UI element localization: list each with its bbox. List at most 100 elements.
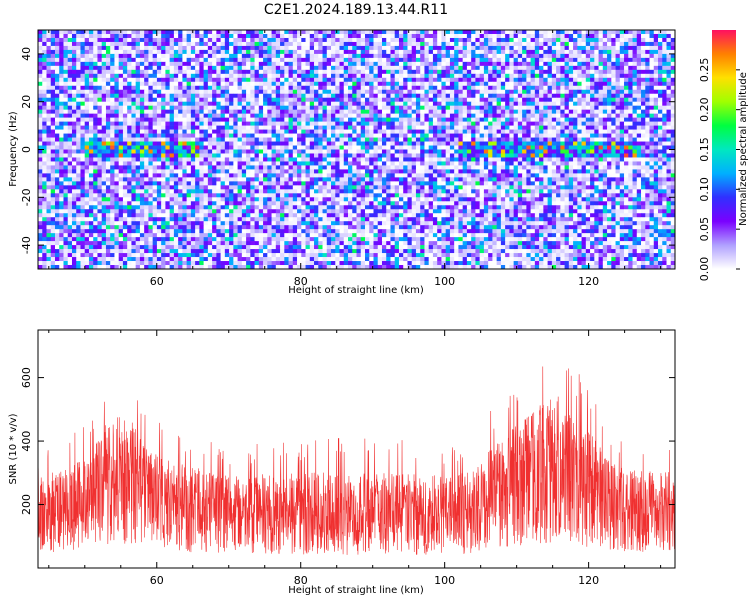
heatmap-cell: [411, 149, 417, 154]
heatmap-cell: [38, 45, 43, 51]
heatmap-cell: [199, 85, 204, 91]
heatmap-cell: [173, 157, 179, 162]
heatmap-cell: [207, 53, 213, 59]
heatmap-cell: [165, 161, 170, 166]
heatmap-cell: [275, 33, 281, 39]
heatmap-cell: [585, 41, 591, 47]
heatmap-cell: [254, 65, 260, 71]
heatmap-cell: [254, 97, 260, 102]
heatmap-cell: [475, 89, 480, 95]
heatmap-cell: [135, 85, 141, 91]
heatmap-cell: [339, 141, 345, 146]
heatmap-cell: [658, 133, 663, 138]
heatmap-cell: [305, 89, 311, 95]
heatmap-cell: [441, 121, 446, 126]
heatmap-cell: [602, 57, 608, 63]
heatmap-cell: [237, 157, 243, 162]
heatmap-cell: [564, 93, 570, 99]
heatmap-cell: [641, 141, 646, 146]
heatmap-cell: [658, 121, 663, 126]
heatmap-cell: [76, 161, 81, 166]
heatmap-cell: [445, 77, 451, 83]
heatmap-cell: [229, 121, 234, 126]
heatmap-cell: [547, 93, 553, 99]
heatmap-cell: [207, 109, 213, 114]
heatmap-cell: [573, 121, 578, 126]
heatmap-cell: [97, 153, 102, 158]
heatmap-cell: [292, 73, 298, 79]
heatmap-cell: [339, 73, 345, 79]
heatmap-cell: [275, 69, 281, 75]
heatmap-cell: [670, 85, 675, 91]
heatmap-cell: [543, 69, 548, 75]
heatmap-cell: [534, 113, 540, 118]
heatmap-cell: [407, 37, 413, 43]
heatmap-cell: [394, 145, 400, 150]
heatmap-cell: [437, 121, 442, 126]
heatmap-cell: [178, 145, 183, 150]
heatmap-cell: [670, 41, 675, 47]
heatmap-cell: [662, 145, 667, 150]
heatmap-cell: [156, 109, 162, 114]
heatmap-cell: [178, 109, 183, 114]
heatmap-cell: [216, 161, 221, 166]
heatmap-cell: [641, 53, 646, 59]
heatmap-cell: [59, 133, 64, 138]
heatmap-cell: [224, 161, 230, 166]
heatmap-cell: [326, 137, 332, 142]
heatmap-cell: [577, 145, 582, 150]
heatmap-cell: [297, 89, 302, 95]
heatmap-cell: [568, 57, 574, 63]
heatmap-cell: [233, 101, 238, 106]
heatmap-cell: [88, 133, 94, 138]
heatmap-cell: [326, 53, 332, 59]
heatmap-cell: [122, 33, 128, 39]
heatmap-cell: [488, 49, 493, 55]
heatmap-cell: [263, 61, 268, 67]
heatmap-cell: [229, 125, 234, 130]
heatmap-cell: [505, 33, 510, 39]
heatmap-cell: [84, 30, 90, 35]
heatmap-cell: [509, 109, 514, 114]
heatmap-cell: [369, 33, 374, 39]
heatmap-cell: [585, 129, 591, 134]
heatmap-cell: [594, 73, 599, 79]
heatmap-cell: [233, 97, 238, 102]
heatmap-cell: [267, 69, 272, 75]
heatmap-cell: [182, 145, 187, 150]
heatmap-cell: [71, 85, 77, 91]
heatmap-cell: [118, 145, 124, 150]
heatmap-cell: [161, 129, 166, 134]
heatmap-cell: [636, 101, 642, 106]
heatmap-cell: [381, 45, 387, 51]
heatmap-cell: [577, 129, 582, 134]
heatmap-cell: [343, 53, 349, 59]
heatmap-cell: [54, 109, 60, 114]
heatmap-cell: [407, 33, 413, 39]
heatmap-cell: [46, 73, 52, 79]
heatmap-cell: [386, 133, 391, 138]
heatmap-cell: [475, 133, 480, 138]
heatmap-cell: [322, 37, 328, 43]
heatmap-cell: [560, 129, 565, 134]
heatmap-cell: [114, 141, 119, 146]
heatmap-cell: [292, 37, 298, 43]
heatmap-cell: [246, 101, 251, 106]
heatmap-cell: [186, 41, 192, 47]
heatmap-cell: [658, 93, 663, 99]
heatmap-cell: [666, 125, 672, 130]
heatmap-cell: [280, 109, 285, 114]
heatmap-cell: [46, 141, 52, 146]
heatmap-cell: [263, 133, 268, 138]
heatmap-cell: [560, 125, 565, 130]
heatmap-cell: [280, 137, 285, 142]
heatmap-cell: [611, 73, 616, 79]
heatmap-cell: [424, 153, 429, 158]
heatmap-cell: [254, 30, 260, 35]
heatmap-cell: [471, 113, 476, 118]
heatmap-cell: [331, 113, 336, 118]
heatmap-cell: [645, 73, 650, 79]
heatmap-cell: [144, 37, 149, 43]
heatmap-cell: [556, 77, 561, 83]
heatmap-cell: [377, 93, 383, 99]
